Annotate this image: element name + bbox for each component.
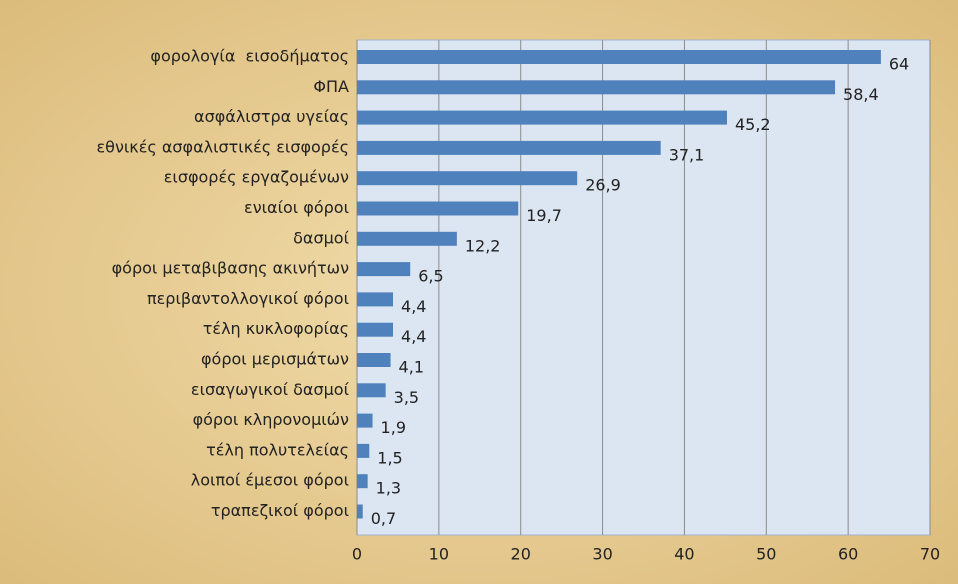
value-label: 4,1 bbox=[399, 358, 424, 377]
bar bbox=[357, 140, 661, 155]
y-tick-label: φόροι κληρονομιών bbox=[193, 410, 349, 429]
y-tick-label: φορολογία εισοδήματος bbox=[150, 47, 349, 66]
x-tick-label: 60 bbox=[838, 545, 858, 564]
value-label: 58,4 bbox=[843, 85, 879, 104]
x-tick-label: 40 bbox=[674, 545, 694, 564]
x-tick-label: 0 bbox=[352, 545, 362, 564]
y-tick-label: ασφάλιστρα υγείας bbox=[194, 107, 349, 126]
y-tick-label: φόροι μεταβιβασης ακινήτων bbox=[112, 259, 349, 278]
y-tick-label: εισαγωγικοί δασμοί bbox=[191, 380, 350, 399]
y-tick-label: φόροι μερισμάτων bbox=[201, 350, 349, 369]
value-label: 26,9 bbox=[585, 176, 621, 195]
bar bbox=[357, 171, 578, 186]
value-label: 6,5 bbox=[418, 267, 443, 286]
bar bbox=[357, 322, 394, 337]
bar bbox=[357, 262, 411, 277]
x-tick-label: 70 bbox=[920, 545, 940, 564]
value-label: 37,1 bbox=[669, 145, 705, 164]
x-tick-label: 50 bbox=[756, 545, 776, 564]
bar bbox=[357, 80, 836, 95]
value-label: 4,4 bbox=[401, 327, 426, 346]
bar bbox=[357, 504, 363, 519]
value-label: 1,3 bbox=[376, 479, 401, 498]
bar bbox=[357, 443, 370, 458]
value-label: 12,2 bbox=[465, 236, 501, 255]
value-label: 64 bbox=[889, 55, 909, 74]
bar bbox=[357, 110, 727, 125]
value-label: 0,7 bbox=[371, 509, 396, 528]
y-tick-label: δασμοί bbox=[293, 228, 349, 247]
bar bbox=[357, 50, 881, 64]
bar bbox=[357, 353, 391, 367]
value-label: 3,5 bbox=[394, 388, 419, 407]
y-tick-label: τέλη κυκλοφορίας bbox=[203, 319, 349, 338]
bar bbox=[357, 201, 519, 216]
y-tick-label: περιβαντολλογικοί φόροι bbox=[147, 289, 349, 308]
x-tick-label: 30 bbox=[592, 545, 612, 564]
value-label: 1,9 bbox=[381, 418, 406, 437]
value-label: 19,7 bbox=[526, 206, 562, 225]
x-tick-label: 10 bbox=[429, 545, 449, 564]
x-tick-label: 20 bbox=[511, 545, 531, 564]
bar bbox=[357, 292, 394, 307]
value-label: 45,2 bbox=[735, 115, 771, 134]
value-label: 4,4 bbox=[401, 297, 426, 316]
bar bbox=[357, 474, 368, 489]
bar bbox=[357, 231, 457, 246]
y-tick-label: εισφορές εργαζομένων bbox=[164, 168, 349, 187]
y-tick-label: τέλη πολυτελείας bbox=[206, 440, 349, 459]
y-tick-label: τραπεζικοί φόροι bbox=[211, 501, 349, 520]
bar bbox=[357, 413, 373, 428]
y-tick-label: εθνικές ασφαλιστικές εισφορές bbox=[97, 137, 350, 156]
value-label: 1,5 bbox=[377, 448, 402, 467]
y-tick-label: ΦΠΑ bbox=[313, 77, 349, 96]
y-tick-label: λοιποί έμεσοι φόροι bbox=[191, 471, 349, 490]
bar bbox=[357, 383, 386, 398]
y-tick-label: ενιαίοι φόροι bbox=[244, 198, 349, 217]
